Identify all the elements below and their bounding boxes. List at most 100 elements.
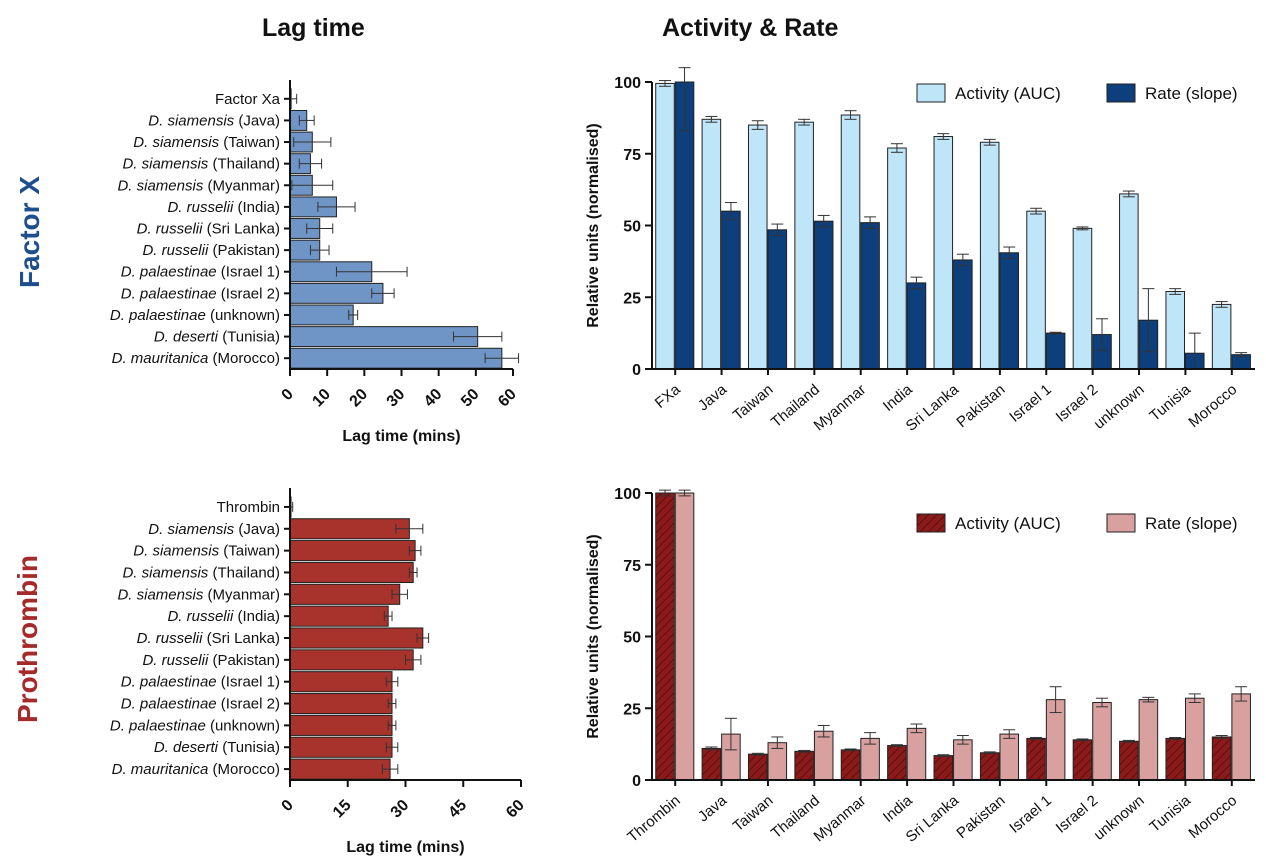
category-species: D. russelii xyxy=(167,608,234,625)
category-locality: (Thailand) xyxy=(208,156,280,173)
x-axis-title: Lag time (mins) xyxy=(346,839,464,856)
x-category-label: Israel 1 xyxy=(1006,381,1055,426)
category-label: D. palaestinae (Israel 2) xyxy=(121,696,280,713)
category-label: D. siamensis (Java) xyxy=(148,521,280,538)
x-category-label: Myanmar xyxy=(810,381,869,434)
legend-swatch xyxy=(916,513,946,533)
bar xyxy=(701,118,722,370)
bar xyxy=(289,605,389,627)
category-locality: (Tunisia) xyxy=(218,739,280,756)
bar xyxy=(289,282,384,304)
x-tick-label: 30 xyxy=(384,386,409,411)
y-tick-label: 0 xyxy=(632,773,641,790)
category-label: D. siamensis (Taiwan) xyxy=(133,543,280,560)
bar xyxy=(655,492,675,781)
category-locality: (Morocco) xyxy=(208,350,280,367)
legend-swatch xyxy=(1106,83,1136,103)
category-label: D. russelii (Pakistan) xyxy=(142,242,280,259)
bar xyxy=(747,124,768,370)
category-locality: (Myanmar) xyxy=(203,177,280,194)
bar xyxy=(906,282,927,370)
x-category-label: unknown xyxy=(1091,381,1148,433)
bar xyxy=(860,737,880,781)
bar xyxy=(289,627,424,649)
category-label: D. russelii (India) xyxy=(167,199,280,216)
bar xyxy=(1026,737,1046,781)
category-species: Factor Xa xyxy=(215,91,281,108)
bar xyxy=(999,733,1020,781)
category-label: D. russelii (Pakistan) xyxy=(142,652,280,669)
x-category-label: India xyxy=(880,381,916,415)
x-tick-label: 45 xyxy=(445,797,470,822)
legend-label: Rate (slope) xyxy=(1145,514,1238,533)
legend-label: Rate (slope) xyxy=(1145,84,1238,103)
bar xyxy=(999,252,1020,370)
x-category-label: Thrombin xyxy=(624,792,683,846)
category-label: D. russelii (India) xyxy=(167,608,280,625)
bar xyxy=(289,583,401,605)
bar xyxy=(1026,210,1046,370)
bar xyxy=(979,752,1000,781)
category-species: D. deserti xyxy=(154,739,219,756)
bar xyxy=(953,259,973,370)
bar xyxy=(1165,291,1185,370)
category-locality: (Israel 1) xyxy=(217,674,280,691)
bar xyxy=(289,561,414,584)
category-species: D. russelii xyxy=(167,199,234,216)
category-locality: (unknown) xyxy=(206,717,280,734)
x-tick-label: 20 xyxy=(347,386,372,411)
category-species: Thrombin xyxy=(217,499,280,516)
x-category-label: Pakistan xyxy=(953,381,1008,431)
x-category-label: Java xyxy=(695,381,731,415)
legend-swatch xyxy=(916,83,946,103)
x-category-label: Morocco xyxy=(1185,792,1240,842)
bar xyxy=(1119,193,1139,370)
category-species: D. siamensis xyxy=(117,586,203,603)
category-locality: (India) xyxy=(233,199,280,216)
category-locality: (Israel 2) xyxy=(217,285,280,302)
bar xyxy=(840,749,861,781)
category-species: D. palaestinae xyxy=(121,285,217,302)
bar xyxy=(1072,227,1093,370)
category-species: D. siamensis xyxy=(148,521,234,538)
x-category-label: Sri Lanka xyxy=(903,792,963,846)
bar xyxy=(887,745,907,781)
bar xyxy=(1211,736,1232,781)
category-species: D. siamensis xyxy=(122,156,208,173)
y-tick-label: 50 xyxy=(623,219,641,236)
category-locality: (Tunisia) xyxy=(218,329,280,346)
bar xyxy=(1211,303,1232,370)
bar xyxy=(1119,740,1139,781)
x-category-label: Sri Lanka xyxy=(903,381,963,435)
x-category-label: Java xyxy=(695,792,731,826)
bar xyxy=(289,736,393,758)
category-species: D. siamensis xyxy=(117,177,203,194)
y-tick-label: 100 xyxy=(614,75,641,92)
y-axis-title: Relative units (normalised) xyxy=(585,534,602,739)
x-category-label: unknown xyxy=(1091,792,1148,844)
category-locality: (Pakistan) xyxy=(208,652,280,669)
category-label: D. palaestinae (unknown) xyxy=(110,717,280,734)
x-category-label: Israel 1 xyxy=(1006,792,1055,837)
bar xyxy=(289,540,416,562)
category-locality: (Israel 2) xyxy=(217,696,280,713)
y-tick-label: 25 xyxy=(623,290,641,307)
bar xyxy=(289,326,479,348)
category-species: D. mauritanica xyxy=(112,350,209,367)
bar xyxy=(860,222,880,370)
x-tick-label: 60 xyxy=(503,797,528,822)
bar xyxy=(655,82,675,370)
x-tick-label: 15 xyxy=(330,797,355,822)
bar xyxy=(1072,739,1093,781)
category-locality: (Israel 1) xyxy=(217,264,280,281)
bar xyxy=(701,747,722,781)
legend-label: Activity (AUC) xyxy=(955,514,1061,533)
category-locality: (Morocco) xyxy=(208,761,280,778)
category-locality: (Taiwan) xyxy=(219,134,280,151)
category-species: D. mauritanica xyxy=(112,761,209,778)
x-category-label: Morocco xyxy=(1185,381,1240,431)
y-axis-title: Relative units (normalised) xyxy=(585,123,602,328)
category-species: D. siamensis xyxy=(133,543,219,560)
bar xyxy=(933,755,954,781)
